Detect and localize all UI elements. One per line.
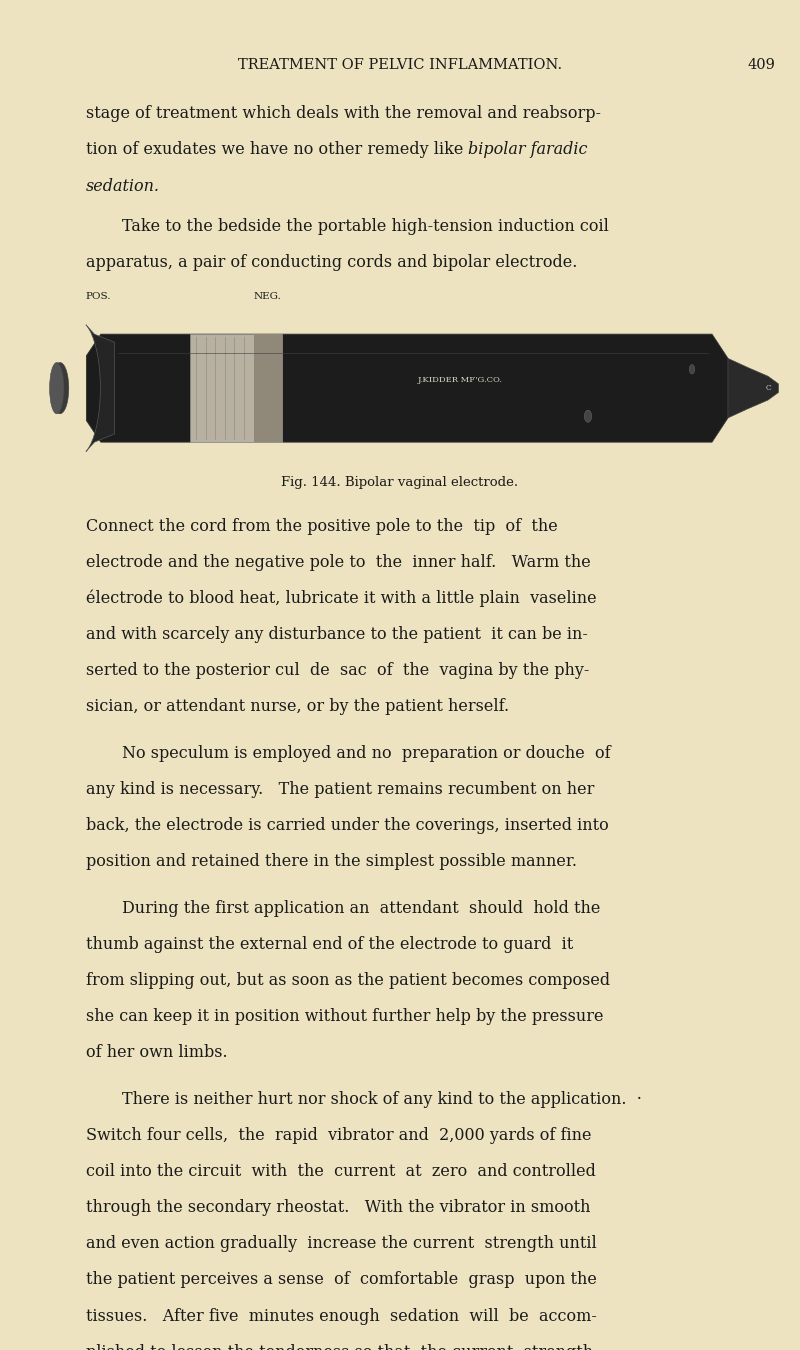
Polygon shape — [254, 335, 282, 443]
Text: POS.: POS. — [86, 293, 111, 301]
Text: 409: 409 — [748, 58, 776, 72]
Text: Switch four cells,  the  rapid  vibrator and  2,000 yards of fine: Switch four cells, the rapid vibrator an… — [86, 1127, 591, 1143]
Ellipse shape — [51, 363, 69, 414]
Text: électrode to blood heat, lubricate it with a little plain  vaseline: électrode to blood heat, lubricate it wi… — [86, 590, 596, 608]
Text: During the first application an  attendant  should  hold the: During the first application an attendan… — [122, 899, 600, 917]
Text: any kind is necessary.   The patient remains recumbent on her: any kind is necessary. The patient remai… — [86, 780, 594, 798]
Text: back, the electrode is carried under the coverings, inserted into: back, the electrode is carried under the… — [86, 817, 608, 834]
Ellipse shape — [584, 410, 592, 423]
Text: sician, or attendant nurse, or by the patient herself.: sician, or attendant nurse, or by the pa… — [86, 698, 509, 716]
Text: tissues.   After five  minutes enough  sedation  will  be  accom-: tissues. After five minutes enough sedat… — [86, 1308, 597, 1324]
Text: TREATMENT OF PELVIC INFLAMMATION.: TREATMENT OF PELVIC INFLAMMATION. — [238, 58, 562, 72]
Polygon shape — [86, 325, 114, 452]
Text: serted to the posterior cul  de  sac  of  the  vagina by the phy-: serted to the posterior cul de sac of th… — [86, 663, 589, 679]
Text: electrode and the negative pole to  the  inner half.   Warm the: electrode and the negative pole to the i… — [86, 554, 590, 571]
Ellipse shape — [50, 363, 64, 414]
Text: through the secondary rheostat.   With the vibrator in smooth: through the secondary rheostat. With the… — [86, 1199, 590, 1216]
Text: stage of treatment which deals with the removal and reabsorp-: stage of treatment which deals with the … — [86, 105, 601, 123]
Text: Take to the bedside the portable high-tension induction coil: Take to the bedside the portable high-te… — [122, 219, 609, 235]
Text: from slipping out, but as soon as the patient becomes composed: from slipping out, but as soon as the pa… — [86, 972, 610, 990]
Text: Connect the cord from the positive pole to the  tip  of  the: Connect the cord from the positive pole … — [86, 517, 558, 535]
Text: position and retained there in the simplest possible manner.: position and retained there in the simpl… — [86, 853, 577, 871]
Text: and with scarcely any disturbance to the patient  it can be in-: and with scarcely any disturbance to the… — [86, 626, 587, 643]
Text: plished to lessen the tenderness so that  the current  strength: plished to lessen the tenderness so that… — [86, 1343, 593, 1350]
Polygon shape — [728, 359, 778, 418]
Text: NEG.: NEG. — [254, 293, 282, 301]
Text: she can keep it in position without further help by the pressure: she can keep it in position without furt… — [86, 1008, 603, 1025]
Text: C: C — [765, 385, 771, 391]
Text: tion of exudates we have no other remedy like: tion of exudates we have no other remedy… — [86, 142, 468, 158]
Text: J.KIDDER MF'G.CO.: J.KIDDER MF'G.CO. — [418, 377, 502, 383]
Text: No speculum is employed and no  preparation or douche  of: No speculum is employed and no preparati… — [122, 745, 610, 761]
Text: apparatus, a pair of conducting cords and bipolar electrode.: apparatus, a pair of conducting cords an… — [86, 254, 577, 271]
Text: of her own limbs.: of her own limbs. — [86, 1045, 227, 1061]
Polygon shape — [86, 335, 728, 443]
Text: and even action gradually  increase the current  strength until: and even action gradually increase the c… — [86, 1235, 596, 1253]
Text: thumb against the external end of the electrode to guard  it: thumb against the external end of the el… — [86, 936, 573, 953]
Text: sedation.: sedation. — [86, 178, 160, 194]
Text: Fig. 144. Bipolar vaginal electrode.: Fig. 144. Bipolar vaginal electrode. — [282, 477, 518, 489]
Polygon shape — [190, 335, 282, 443]
Ellipse shape — [690, 364, 694, 374]
Text: the patient perceives a sense  of  comfortable  grasp  upon the: the patient perceives a sense of comfort… — [86, 1272, 597, 1288]
Text: coil into the circuit  with  the  current  at  zero  and controlled: coil into the circuit with the current a… — [86, 1162, 595, 1180]
Text: There is neither hurt nor shock of any kind to the application.  ·: There is neither hurt nor shock of any k… — [122, 1091, 642, 1107]
Text: bipolar faradic: bipolar faradic — [468, 142, 587, 158]
